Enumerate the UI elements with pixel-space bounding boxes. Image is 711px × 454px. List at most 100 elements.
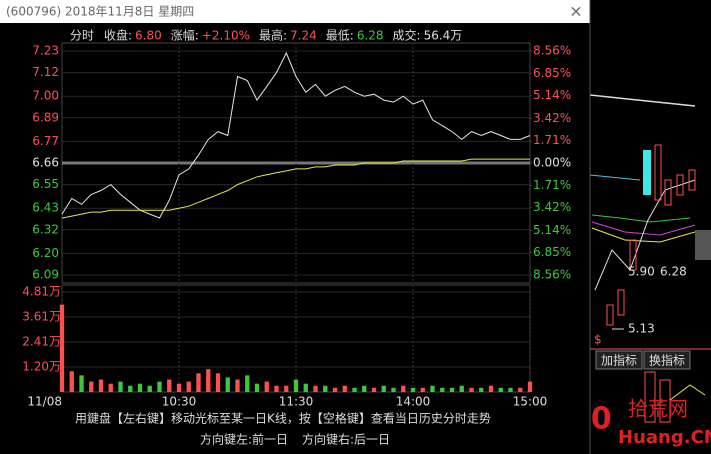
y-tick-label: 7.00 [32, 89, 59, 103]
volume-bar [313, 385, 318, 392]
volume-bar [371, 387, 377, 392]
y-tick-label: 6.43 [32, 201, 59, 215]
volume-bar [128, 385, 133, 392]
indicator-button[interactable] [643, 350, 691, 370]
volume-bar [196, 373, 201, 392]
bg-candle [606, 304, 614, 326]
y-tick-label: 4.81万 [22, 285, 61, 299]
info-label: 最低: [326, 29, 354, 43]
info-label: 成交: [393, 28, 421, 43]
volume-bar [410, 387, 416, 392]
background-panel: 5.90 6.28 5.13 $ 加指标 换指标 [589, 94, 711, 423]
volume-bar [245, 375, 250, 392]
volume-bar [381, 385, 386, 392]
title-bar [0, 0, 590, 23]
window-title: (600796) 2018年11月8日 星期四 [6, 5, 194, 19]
y2-tick-label: 3.42% [533, 200, 571, 214]
indicator-button-label[interactable]: 换指标 [649, 353, 685, 368]
volume-bar [352, 387, 357, 392]
volume-bar [508, 387, 513, 392]
y2-tick-label: 8.56% [533, 268, 571, 282]
mode-label: 分时 [70, 29, 94, 43]
y2-tick-label: 6.85% [533, 245, 571, 259]
close-button[interactable]: × [569, 2, 582, 21]
y-tick-label: 1.20万 [22, 360, 61, 374]
y2-tick-label: 8.56% [533, 44, 571, 58]
volume-bar [59, 304, 65, 392]
indicator-button[interactable] [595, 350, 643, 370]
y-tick-label: 6.09 [32, 268, 59, 282]
volume-bar [69, 371, 74, 392]
volume-bar [469, 387, 474, 392]
x-tick-label: 11:30 [279, 395, 314, 409]
volume-bar [186, 381, 191, 392]
bg-candle [688, 169, 696, 191]
x-tick-label: 14:00 [396, 395, 431, 409]
volume-bar [206, 369, 211, 392]
volume-bar [303, 383, 308, 392]
y2-tick-label: 3.42% [533, 111, 571, 125]
volume-bar [137, 383, 143, 392]
volume-bar [157, 381, 162, 392]
x-tick-label: 11/08 [27, 395, 62, 409]
indicator-button-label[interactable]: 加指标 [601, 353, 637, 368]
volume-bar [449, 387, 455, 392]
bg-candle [644, 371, 656, 423]
volume-bar [284, 385, 289, 392]
volume-bar [293, 379, 299, 392]
info-value: 6.80 [135, 29, 162, 43]
volume-bar [79, 375, 84, 392]
x-tick-label: 15:00 [513, 395, 548, 409]
volume-bar [518, 387, 523, 392]
y-tick-label: 3.61万 [22, 309, 61, 323]
volume-bar [459, 385, 464, 392]
y2-tick-label: 0.00% [533, 156, 571, 170]
y-tick-label: 7.23 [32, 44, 59, 58]
volume-bar [264, 381, 269, 392]
bg-line [589, 94, 696, 107]
volume-bar [225, 377, 230, 392]
bg-line [591, 214, 691, 223]
volume-bar [176, 383, 182, 392]
y2-tick-label: 5.14% [533, 223, 571, 237]
y-tick-label: 2.41万 [22, 334, 61, 348]
y-tick-label: 6.20 [32, 246, 59, 260]
bg-label: $ [594, 333, 602, 347]
price-line [61, 158, 530, 219]
bg-candle [617, 289, 625, 316]
bg-line [669, 384, 706, 401]
bg-candle [659, 379, 671, 423]
info-value: 56.4万 [424, 29, 463, 43]
volume-bar [98, 379, 104, 392]
bg-candle [629, 239, 637, 271]
y2-tick-label: 6.85% [533, 66, 571, 80]
x-tick-label: 10:30 [162, 395, 197, 409]
info-row: 收盘: 6.80 涨幅: +2.10% 最高: 7.24 最低: 6.28 成交: 56.4万 [104, 28, 462, 43]
volume-bar [362, 385, 367, 392]
volume-bar [235, 379, 240, 392]
y-tick-label: 7.12 [32, 65, 59, 79]
info-value: 6.28 [357, 29, 384, 43]
y-tick-label: 6.89 [32, 110, 59, 124]
y2-tick-label: 1.71% [533, 133, 571, 147]
nav-right: 方向键右:后一日 [302, 432, 390, 447]
bg-label: 5.90 [628, 265, 655, 279]
info-value: 7.24 [290, 29, 317, 43]
nav-left: 方向键左:前一日 [200, 432, 288, 447]
logo-site: Huang.CN [618, 427, 711, 448]
bg-candle [643, 150, 651, 195]
volume-bar [215, 373, 221, 392]
volume-bar [401, 385, 406, 392]
y-tick-label: 6.32 [32, 222, 59, 236]
info-label: 涨幅: [171, 28, 199, 43]
bg-candle [676, 174, 684, 196]
volume-bar [332, 387, 338, 392]
volume-bar [147, 385, 152, 392]
volume-bar [479, 387, 484, 392]
volume-bar [420, 387, 425, 392]
bg-line [591, 221, 696, 236]
volume-bar [430, 385, 435, 392]
bg-candle [664, 179, 672, 206]
y2-tick-label: 5.14% [533, 88, 571, 102]
